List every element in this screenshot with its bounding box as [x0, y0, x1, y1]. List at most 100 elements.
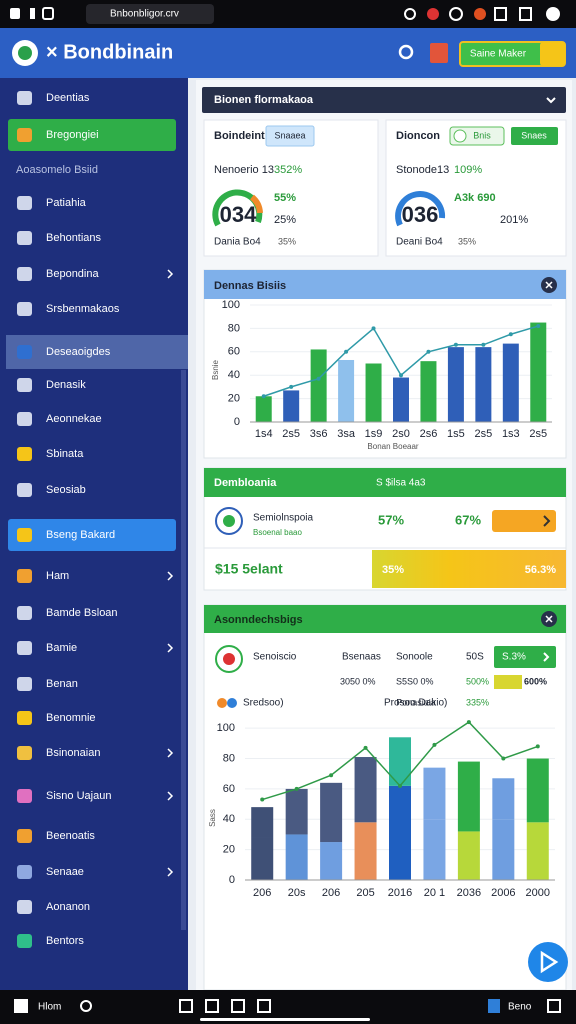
action-button[interactable]	[492, 510, 556, 532]
nav-item[interactable]: Aonanon	[46, 901, 90, 913]
nav-item[interactable]: Benomnie	[46, 712, 96, 724]
card-button[interactable]	[511, 127, 558, 145]
start-icon[interactable]	[14, 999, 28, 1013]
taskbar-icon[interactable]	[231, 999, 245, 1013]
nav-icon	[17, 483, 32, 497]
line-vertex	[426, 349, 431, 354]
nav-icon	[17, 345, 32, 359]
x-tick-label: 1s3	[502, 428, 520, 440]
card-button[interactable]	[265, 125, 315, 147]
taskbar-icon[interactable]	[179, 999, 193, 1013]
status-icon	[519, 7, 532, 21]
chevron	[167, 748, 174, 758]
nav-item[interactable]: Patiahia	[46, 197, 87, 209]
app-title: × Bondbinain	[46, 41, 173, 63]
nav-item[interactable]: Aeonnekae	[46, 413, 102, 425]
chevron	[167, 867, 174, 877]
analysis-col: Bsenaas	[342, 652, 381, 663]
x-tick-label: 2036	[457, 887, 481, 899]
bar	[502, 343, 519, 422]
taskbar-icon[interactable]	[257, 999, 271, 1013]
analysis-col: 50S	[466, 652, 484, 663]
nav-item[interactable]: Bepondina	[46, 268, 99, 280]
nav-item[interactable]: Behontians	[46, 232, 102, 244]
search-icon[interactable]	[398, 44, 414, 60]
bar	[457, 831, 480, 880]
nav-item[interactable]: Bentors	[46, 935, 84, 947]
nav-item[interactable]: Bregongiei	[46, 129, 99, 141]
logo	[18, 46, 32, 60]
x-tick-label: 3sa	[337, 428, 356, 440]
line-vertex	[260, 797, 265, 802]
nav-item[interactable]: Denasik	[46, 379, 86, 391]
taskbar-icon[interactable]	[80, 1000, 92, 1012]
bar	[354, 757, 377, 823]
line-vertex	[453, 342, 458, 347]
top-bar[interactable]	[202, 87, 566, 113]
side-value: 55%	[274, 192, 296, 204]
progress-bar	[372, 550, 566, 588]
x-tick-label: 2s6	[420, 428, 438, 440]
nav-item[interactable]: Beenoatis	[46, 830, 95, 842]
bar	[423, 819, 446, 880]
nav-icon	[17, 711, 32, 725]
x-tick-label: 1s9	[365, 428, 383, 440]
summary-header	[204, 468, 566, 497]
analysis-button[interactable]	[494, 646, 556, 668]
nav-active	[8, 519, 176, 551]
item-subtitle: Bsoenal baao	[253, 528, 302, 537]
url-bar[interactable]	[86, 4, 214, 24]
nav-item[interactable]: Deseaoigdes	[46, 346, 111, 358]
side-value: 201%	[500, 214, 528, 226]
x-tick-label: 2s0	[392, 428, 410, 440]
x-axis-label: Bonan Boeaar	[367, 442, 418, 451]
nav-icon	[17, 569, 32, 583]
line-vertex	[289, 384, 294, 389]
nav-item[interactable]: Bamde Bsloan	[46, 607, 118, 619]
nav-item[interactable]: Srsbenmakaos	[46, 303, 120, 315]
nav-item[interactable]: Bseng Bakard	[46, 529, 115, 541]
line-vertex	[371, 326, 376, 331]
chevron	[167, 571, 174, 581]
status-icon	[42, 7, 54, 20]
status-icon	[30, 8, 35, 19]
nav-icon	[17, 447, 32, 461]
status-icon	[546, 7, 560, 21]
bar	[447, 347, 464, 422]
status-icon	[10, 8, 20, 19]
nav-item[interactable]: Benan	[46, 678, 78, 690]
header-button-end	[540, 42, 565, 66]
nav-icon	[17, 378, 32, 392]
nav-item[interactable]: Bsinonaian	[46, 747, 100, 759]
nav-item[interactable]: Deentias	[46, 92, 90, 104]
nav-icon	[17, 900, 32, 914]
nav-section: Aoasomelo Bsiid	[16, 164, 98, 176]
status-icon	[427, 8, 439, 20]
bar	[492, 819, 515, 880]
summary-value: 57%	[378, 512, 404, 527]
nav-item[interactable]: Bamie	[46, 642, 77, 654]
nav-icon	[17, 91, 32, 105]
nav-item[interactable]: Senaae	[46, 866, 84, 878]
taskbar-icon[interactable]	[488, 999, 500, 1013]
close-icon	[545, 615, 553, 623]
nav-item[interactable]: Sisno Uajaun	[46, 790, 111, 802]
taskbar-icon[interactable]	[547, 999, 561, 1013]
nav-icon	[17, 829, 32, 843]
taskbar-icon[interactable]	[205, 999, 219, 1013]
status-icon	[474, 8, 486, 20]
nav-item[interactable]: Sbinata	[46, 448, 84, 460]
analysis-col: Sonoole	[396, 652, 433, 663]
bar	[475, 347, 492, 422]
line-vertex	[398, 783, 402, 788]
bar	[389, 737, 411, 786]
fab[interactable]	[528, 942, 568, 982]
line-vertex	[344, 349, 349, 354]
side-value: 25%	[274, 214, 296, 226]
bar	[423, 767, 446, 820]
alert-icon[interactable]	[430, 43, 448, 63]
chart-title: Dennas Bisiis	[214, 280, 286, 292]
analysis-header	[204, 605, 566, 633]
nav-item[interactable]: Ham	[46, 570, 69, 582]
nav-item[interactable]: Seosiab	[46, 484, 86, 496]
